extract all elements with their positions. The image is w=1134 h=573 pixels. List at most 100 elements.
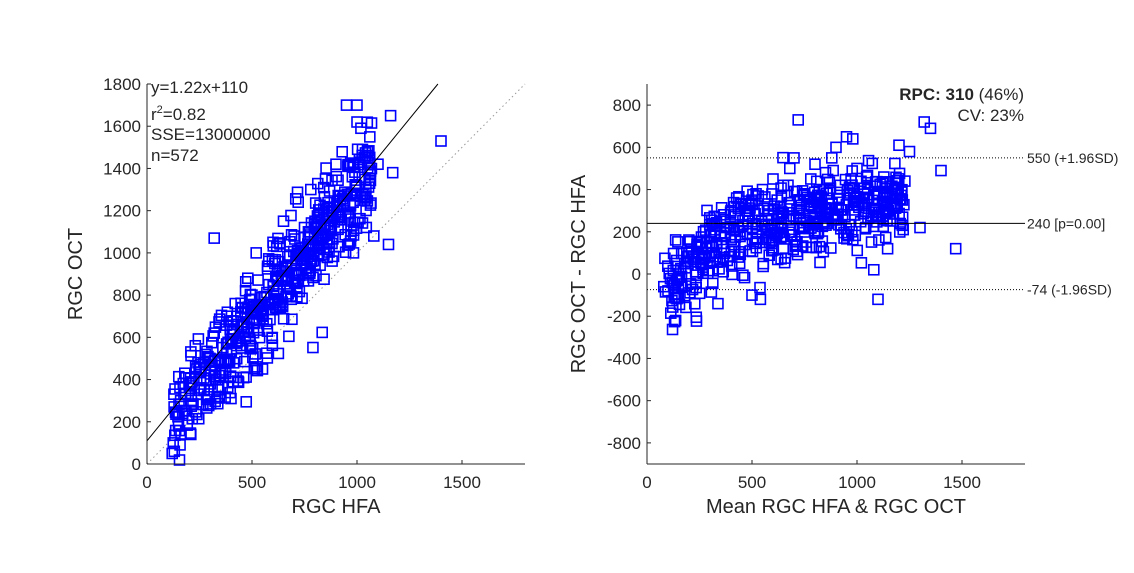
data-point — [839, 173, 852, 186]
data-point — [866, 157, 879, 170]
data-point — [832, 193, 845, 205]
data-point — [787, 243, 800, 256]
data-point — [200, 402, 213, 414]
regression-panel: 0 500 1000 1500 0 200 400 600 800 1000 1200 1400 16… — [65, 75, 526, 518]
data-point — [896, 211, 909, 224]
data-point — [903, 145, 916, 158]
data-point — [665, 307, 677, 319]
y-tick-label: 800 — [113, 286, 141, 305]
y-tick-label: 1800 — [103, 75, 141, 94]
r-squared-prefix: r — [151, 105, 157, 124]
data-point — [258, 290, 270, 303]
data-point — [686, 283, 699, 296]
data-point — [167, 437, 180, 449]
data-point — [668, 278, 681, 291]
data-point — [779, 252, 792, 264]
data-point — [225, 392, 237, 405]
data-point — [209, 366, 222, 378]
data-point — [316, 326, 328, 339]
x-tick-label: 0 — [642, 473, 651, 492]
fit-line — [146, 83, 439, 442]
data-point — [712, 297, 724, 310]
data-point — [289, 193, 302, 205]
data-point — [690, 315, 703, 327]
data-point — [321, 233, 334, 246]
data-point — [804, 173, 817, 185]
data-point — [219, 354, 232, 367]
data-point — [247, 326, 260, 339]
data-point — [893, 139, 905, 152]
x-tick-label: 1500 — [943, 473, 981, 492]
data-point — [896, 183, 908, 196]
data-point — [207, 330, 219, 342]
data-point — [224, 386, 237, 399]
data-point — [192, 333, 205, 345]
y-tick-label: -400 — [607, 349, 641, 368]
data-point — [359, 151, 372, 163]
upper-loa-label: 550 (+1.96SD) — [1027, 150, 1118, 166]
data-point — [284, 235, 296, 248]
y-tick-label: -800 — [607, 434, 641, 453]
data-point — [285, 209, 297, 222]
data-point — [317, 181, 330, 194]
data-point — [805, 241, 818, 254]
data-point — [830, 141, 842, 154]
data-point — [211, 390, 223, 403]
y-tick-label: 1400 — [103, 159, 141, 178]
y-tick-label: -200 — [607, 307, 641, 326]
data-point — [170, 408, 182, 421]
sse-annotation: SSE=13000000 — [151, 125, 271, 144]
data-point — [861, 169, 874, 182]
data-point — [307, 341, 319, 354]
data-point — [291, 291, 303, 303]
rpc-value: 310 — [946, 85, 974, 104]
data-point — [216, 366, 229, 378]
data-point — [841, 184, 854, 197]
data-point — [768, 200, 781, 212]
y-ticks-regression: 0 200 400 600 800 1000 1200 1400 1600 1800 — [103, 75, 151, 474]
data-point — [914, 221, 926, 234]
data-point — [341, 239, 354, 251]
data-point — [266, 332, 279, 344]
data-point — [669, 292, 682, 304]
y-axis-label: RGC OCT - RGC HFA — [568, 174, 590, 373]
data-point — [754, 281, 766, 294]
mean-difference-label: 240 [p=0.00] — [1027, 215, 1105, 231]
data-point — [291, 186, 304, 199]
x-ticks-regression: 0 500 1000 1500 — [142, 460, 481, 492]
data-point — [662, 260, 674, 272]
data-point — [347, 229, 360, 241]
data-point — [266, 339, 279, 352]
data-point — [728, 225, 741, 237]
data-point — [384, 109, 397, 122]
data-point — [924, 122, 937, 135]
data-point — [209, 321, 222, 333]
data-point — [794, 221, 807, 234]
data-point — [732, 251, 745, 263]
data-point — [881, 242, 894, 255]
data-point — [339, 246, 352, 259]
data-point — [703, 264, 715, 277]
data-point — [248, 362, 261, 375]
data-point — [797, 189, 810, 202]
data-point — [198, 372, 210, 384]
data-point — [346, 170, 359, 183]
data-point — [821, 208, 834, 220]
data-point — [879, 231, 892, 244]
data-point — [832, 211, 844, 223]
data-point — [199, 348, 212, 361]
data-point — [208, 232, 220, 244]
data-point — [851, 244, 864, 257]
x-tick-label: 0 — [142, 473, 151, 492]
y-tick-label: 400 — [613, 181, 641, 200]
data-point — [300, 241, 312, 254]
data-point — [872, 293, 884, 306]
data-point — [179, 387, 192, 400]
data-point — [303, 266, 316, 279]
data-point — [715, 202, 728, 214]
data-point — [318, 273, 330, 286]
data-point — [814, 198, 827, 210]
data-point — [846, 133, 859, 145]
data-point — [283, 330, 295, 343]
